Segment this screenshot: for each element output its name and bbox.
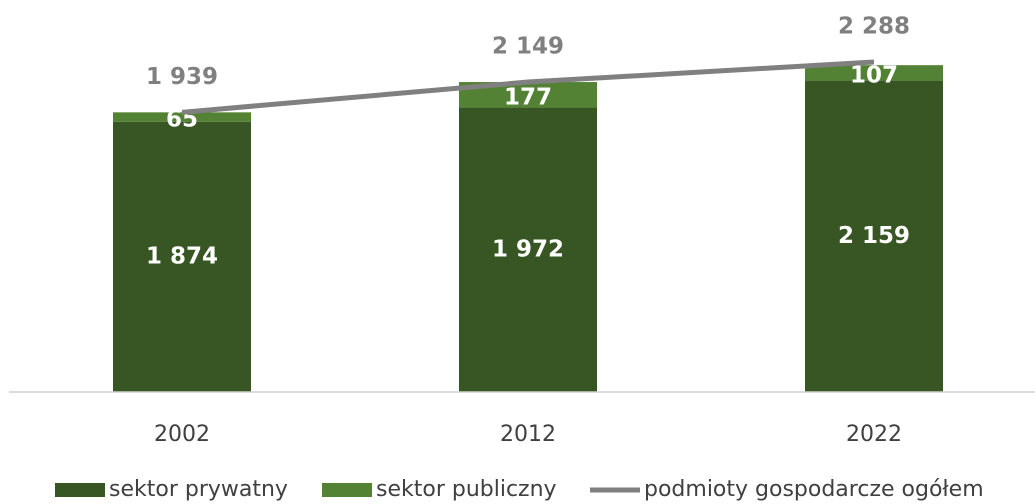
data-label: 107 xyxy=(850,62,898,88)
data-label: 2 159 xyxy=(838,223,910,249)
data-label: 177 xyxy=(504,84,552,110)
bar-segment xyxy=(113,112,251,122)
legend-swatch xyxy=(55,483,105,497)
data-label: 1 874 xyxy=(146,243,218,269)
line-series xyxy=(181,59,875,115)
bar-segment xyxy=(113,121,251,392)
bar-segment xyxy=(459,107,597,393)
bar-segment xyxy=(805,65,943,81)
x-tick-label: 2022 xyxy=(846,422,902,447)
legend-label: sektor prywatny xyxy=(109,477,288,502)
bar-segment xyxy=(805,80,943,392)
total-label: 2 288 xyxy=(838,14,910,40)
legend-label: podmioty gospodarcze ogółem xyxy=(644,477,984,502)
total-label: 1 939 xyxy=(146,64,218,90)
legend-swatch xyxy=(322,483,372,497)
legend-label: sektor publiczny xyxy=(376,477,557,502)
x-tick-label: 2002 xyxy=(154,422,210,447)
x-tick-label: 2012 xyxy=(500,422,556,447)
data-label: 1 972 xyxy=(492,236,564,262)
total-label: 2 149 xyxy=(492,34,564,60)
